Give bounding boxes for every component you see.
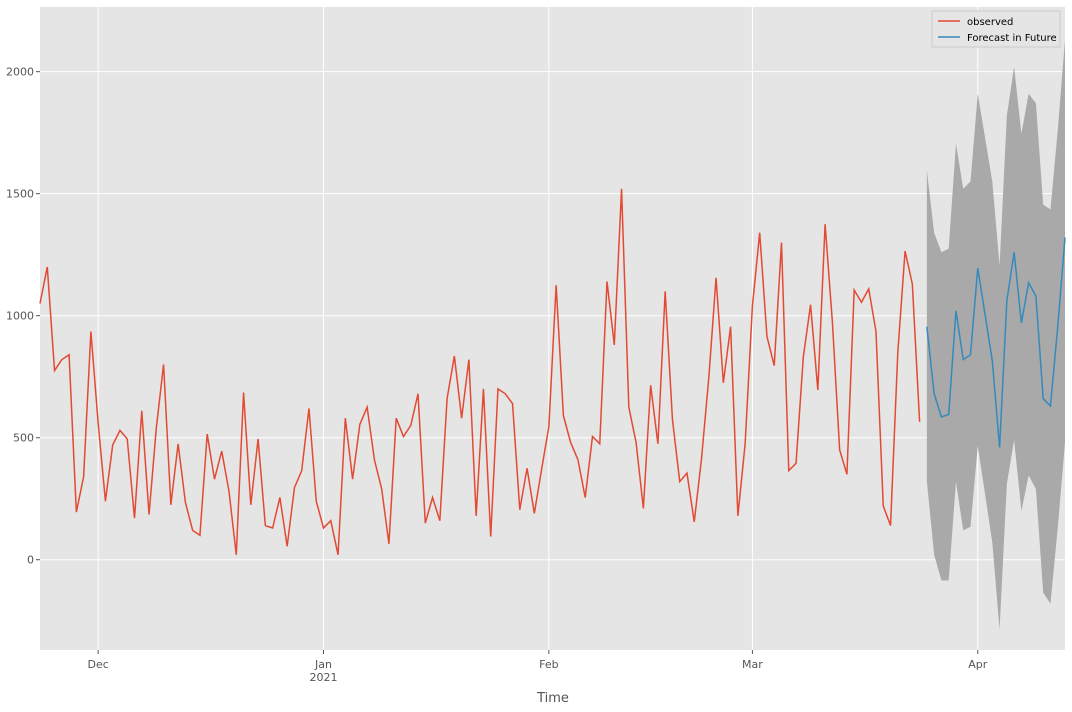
y-tick-label: 1500	[6, 188, 34, 201]
y-tick-label: 1000	[6, 310, 34, 323]
y-tick-label: 500	[13, 432, 34, 445]
confidence-band	[926, 39, 1065, 630]
plot-area	[40, 7, 1065, 650]
x-tick-label: Feb	[539, 658, 559, 671]
legend-label: Forecast in Future	[967, 33, 1057, 44]
series-line	[39, 188, 921, 555]
y-tick-label: 0	[27, 554, 34, 567]
y-tick-label: 2000	[6, 66, 34, 79]
legend-label: observed	[967, 17, 1013, 28]
series-line	[926, 237, 1066, 448]
x-tick-label: Mar	[742, 658, 763, 671]
legend-box	[931, 10, 1061, 48]
x-tick-label: Apr	[968, 658, 988, 671]
legend: observed Forecast in Future	[931, 10, 1061, 48]
x-tick-label: Dec	[87, 658, 109, 671]
x-tick-label: Jan 2021	[309, 658, 338, 684]
x-axis-title: Time	[536, 691, 569, 706]
